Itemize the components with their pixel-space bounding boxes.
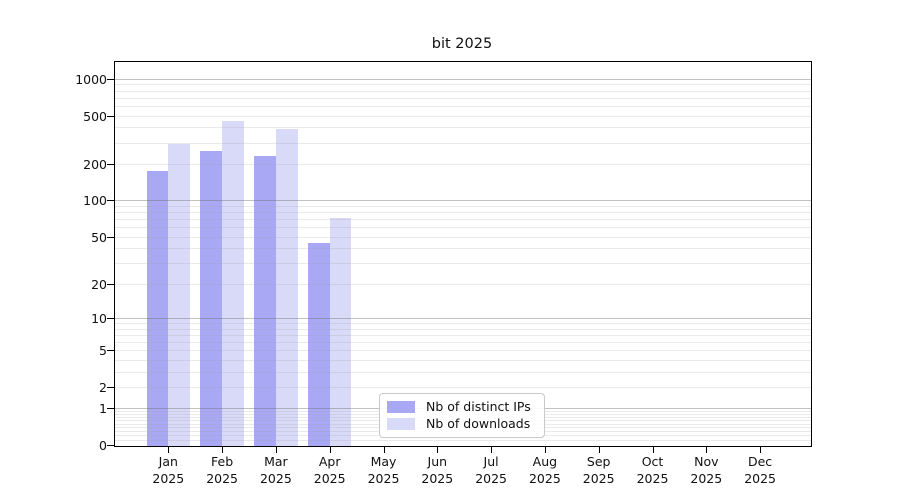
year-label: 2025: [313, 470, 346, 486]
x-tick-mark: [491, 447, 493, 453]
bar-jan-downloads: [168, 143, 191, 446]
y-tick-mark: [107, 236, 114, 238]
year-label: 2025: [528, 470, 561, 486]
y-tick-label: 50: [91, 229, 107, 245]
y-tick-label: 10: [91, 310, 107, 326]
x-tick-mark: [168, 447, 170, 453]
x-tick-mark: [275, 447, 277, 453]
month-label: Mar: [264, 454, 288, 469]
y-tick-label: 1: [99, 401, 107, 417]
x-tick-label-aug: Aug 2025: [513, 454, 577, 487]
year-label: 2025: [206, 470, 238, 486]
bars-layer: [115, 62, 811, 446]
y-tick-label: 2: [99, 379, 107, 395]
plot-area: 0 1 2 5 10 20 50 100 200 500 1000 Jan 2025 Feb 2025 Mar…: [75, 61, 812, 486]
legend-item: Nb of downloads: [387, 417, 536, 431]
y-tick-mark: [107, 445, 114, 446]
month-label: Aug: [532, 454, 558, 469]
bar-mar-distinct-ips: [254, 156, 276, 446]
month-label: May: [370, 454, 397, 469]
month-label: Sep: [586, 454, 611, 469]
y-tick-label: 1000: [75, 71, 107, 87]
x-tick-mark: [760, 447, 762, 453]
y-tick-mark: [107, 163, 114, 165]
x-tick-mark: [652, 447, 654, 453]
x-tick-label-oct: Oct 2025: [621, 454, 685, 487]
bar-apr-distinct-ips: [307, 243, 330, 446]
y-tick-label: 200: [83, 156, 107, 172]
bar-feb-distinct-ips: [200, 151, 223, 446]
x-tick-label-mar: Mar 2025: [244, 454, 308, 487]
year-label: 2025: [475, 470, 507, 486]
x-tick-label-dec: Dec 2025: [728, 454, 792, 487]
year-label: 2025: [744, 470, 776, 486]
legend-swatch: [387, 418, 415, 430]
bar-mar-downloads: [275, 129, 298, 446]
month-label: Jan: [158, 454, 178, 469]
legend-layer: Nb of distinct IPs Nb of downloads: [115, 62, 811, 446]
year-label: 2025: [421, 470, 454, 486]
month-label: Apr: [318, 454, 341, 469]
month-label: Nov: [694, 454, 719, 469]
x-tick-label-jul: Jul 2025: [459, 454, 523, 487]
month-label: Jun: [427, 454, 448, 469]
month-label: Oct: [641, 454, 664, 469]
year-label: 2025: [690, 470, 723, 486]
x-tick-label-sep: Sep 2025: [567, 454, 631, 487]
x-tick-label-feb: Feb 2025: [190, 454, 254, 487]
x-tick-label-nov: Nov 2025: [674, 454, 738, 487]
x-tick-label-apr: Apr 2025: [298, 454, 362, 487]
x-tick-mark: [437, 447, 439, 453]
chart-title: bit 2025: [431, 36, 493, 52]
year-label: 2025: [636, 470, 669, 486]
legend-swatch: [387, 401, 415, 413]
month-label: Feb: [211, 454, 234, 469]
y-tick-label: 0: [99, 438, 107, 453]
x-tick-mark: [329, 447, 331, 453]
year-label: 2025: [259, 470, 292, 486]
y-tick-mark: [107, 386, 114, 388]
legend-label: Nb of distinct IPs: [426, 399, 531, 414]
legend-item: Nb of distinct IPs: [387, 400, 536, 414]
y-tick-mark: [107, 317, 114, 319]
bar-apr-downloads: [329, 217, 352, 446]
year-label: 2025: [582, 470, 615, 486]
y-tick-label: 5: [99, 343, 107, 358]
year-label: 2025: [152, 470, 185, 486]
x-tick-label-jun: Jun 2025: [405, 454, 469, 487]
y-tick-mark: [107, 408, 114, 410]
x-tick-label-may: May 2025: [352, 454, 416, 487]
y-tick-mark: [107, 200, 114, 202]
x-tick-mark: [383, 447, 385, 453]
x-tick-mark: [706, 447, 708, 453]
month-label: Dec: [747, 454, 773, 469]
y-tick-label: 20: [91, 276, 107, 292]
y-tick-mark: [107, 283, 114, 285]
y-tick-mark: [107, 115, 114, 117]
legend-label: Nb of downloads: [426, 416, 531, 431]
x-tick-mark: [598, 447, 600, 453]
y-tick-mark: [107, 350, 114, 351]
year-label: 2025: [367, 470, 400, 486]
bar-jan-distinct-ips: [146, 170, 169, 446]
x-tick-mark: [222, 447, 224, 453]
y-tick-mark: [107, 78, 114, 80]
y-tick-label: 500: [83, 108, 107, 124]
x-tick-mark: [544, 447, 546, 453]
y-tick-label: 100: [83, 193, 107, 209]
x-tick-label-jan: Jan 2025: [136, 454, 200, 487]
bar-feb-downloads: [222, 120, 244, 446]
month-label: Jul: [483, 454, 499, 469]
legend: Nb of distinct IPs Nb of downloads: [379, 393, 545, 438]
